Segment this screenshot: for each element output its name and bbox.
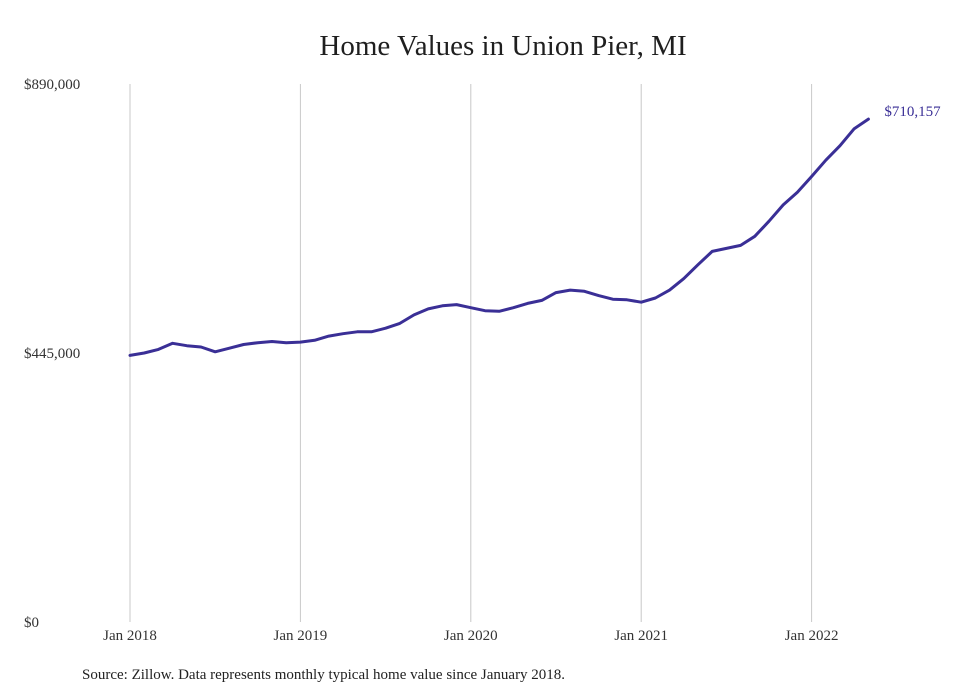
chart-title: Home Values in Union Pier, MI — [319, 30, 687, 62]
y-tick-label: $0 — [24, 615, 39, 631]
x-tick-label: Jan 2022 — [785, 628, 839, 644]
grid-lines — [129, 84, 813, 622]
source-note: Source: Zillow. Data represents monthly … — [82, 667, 566, 683]
y-tick-label: $890,000 — [24, 77, 80, 93]
x-tick-label: Jan 2021 — [614, 628, 668, 644]
x-tick-label: Jan 2019 — [274, 628, 328, 644]
y-tick-label: $445,000 — [24, 346, 80, 362]
x-tick-label: Jan 2020 — [444, 628, 498, 644]
x-tick-label: Jan 2018 — [103, 628, 157, 644]
latest-value-label: $710,157 — [884, 104, 941, 120]
axis-labels: Jan 2018 Jan 2019 Jan 2020 Jan 2021 Jan 2022… — [24, 77, 838, 644]
home-value-line — [128, 117, 870, 357]
